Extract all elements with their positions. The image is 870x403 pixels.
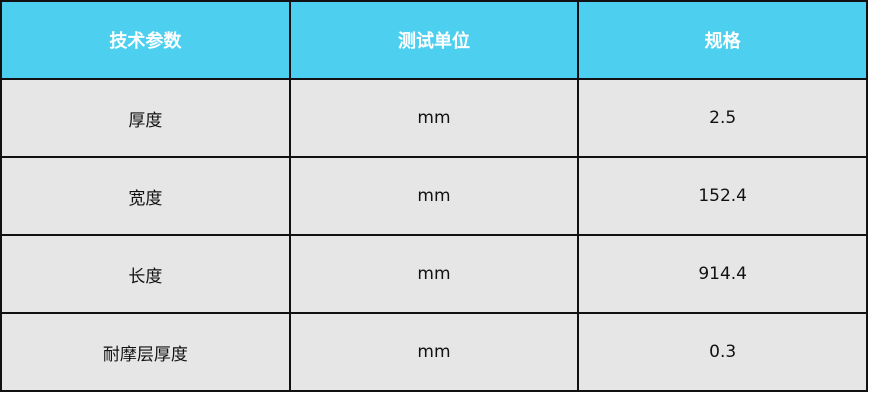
cell-param: 厚度 <box>0 78 291 158</box>
cell-param: 宽度 <box>0 156 291 236</box>
cell-param: 耐摩层厚度 <box>0 312 291 392</box>
cell-spec: 152.4 <box>577 156 868 236</box>
table-row: 长度 mm 914.4 <box>0 234 868 314</box>
cell-spec: 0.3 <box>577 312 868 392</box>
table-row: 厚度 mm 2.5 <box>0 78 868 158</box>
table-row: 耐摩层厚度 mm 0.3 <box>0 312 868 392</box>
cell-unit: mm <box>288 234 580 314</box>
cell-spec: 2.5 <box>577 78 868 158</box>
cell-unit: mm <box>288 156 580 236</box>
cell-unit: mm <box>288 78 580 158</box>
cell-param: 长度 <box>0 234 291 314</box>
spec-table: 技术参数 测试单位 规格 厚度 mm 2.5 宽度 mm 152.4 长度 mm… <box>0 0 868 392</box>
table-row: 宽度 mm 152.4 <box>0 156 868 236</box>
cell-unit: mm <box>288 312 580 392</box>
cell-spec: 914.4 <box>577 234 868 314</box>
header-unit: 测试单位 <box>288 0 580 80</box>
header-spec: 规格 <box>577 0 868 80</box>
header-row: 技术参数 测试单位 规格 <box>0 0 868 80</box>
header-param: 技术参数 <box>0 0 291 80</box>
